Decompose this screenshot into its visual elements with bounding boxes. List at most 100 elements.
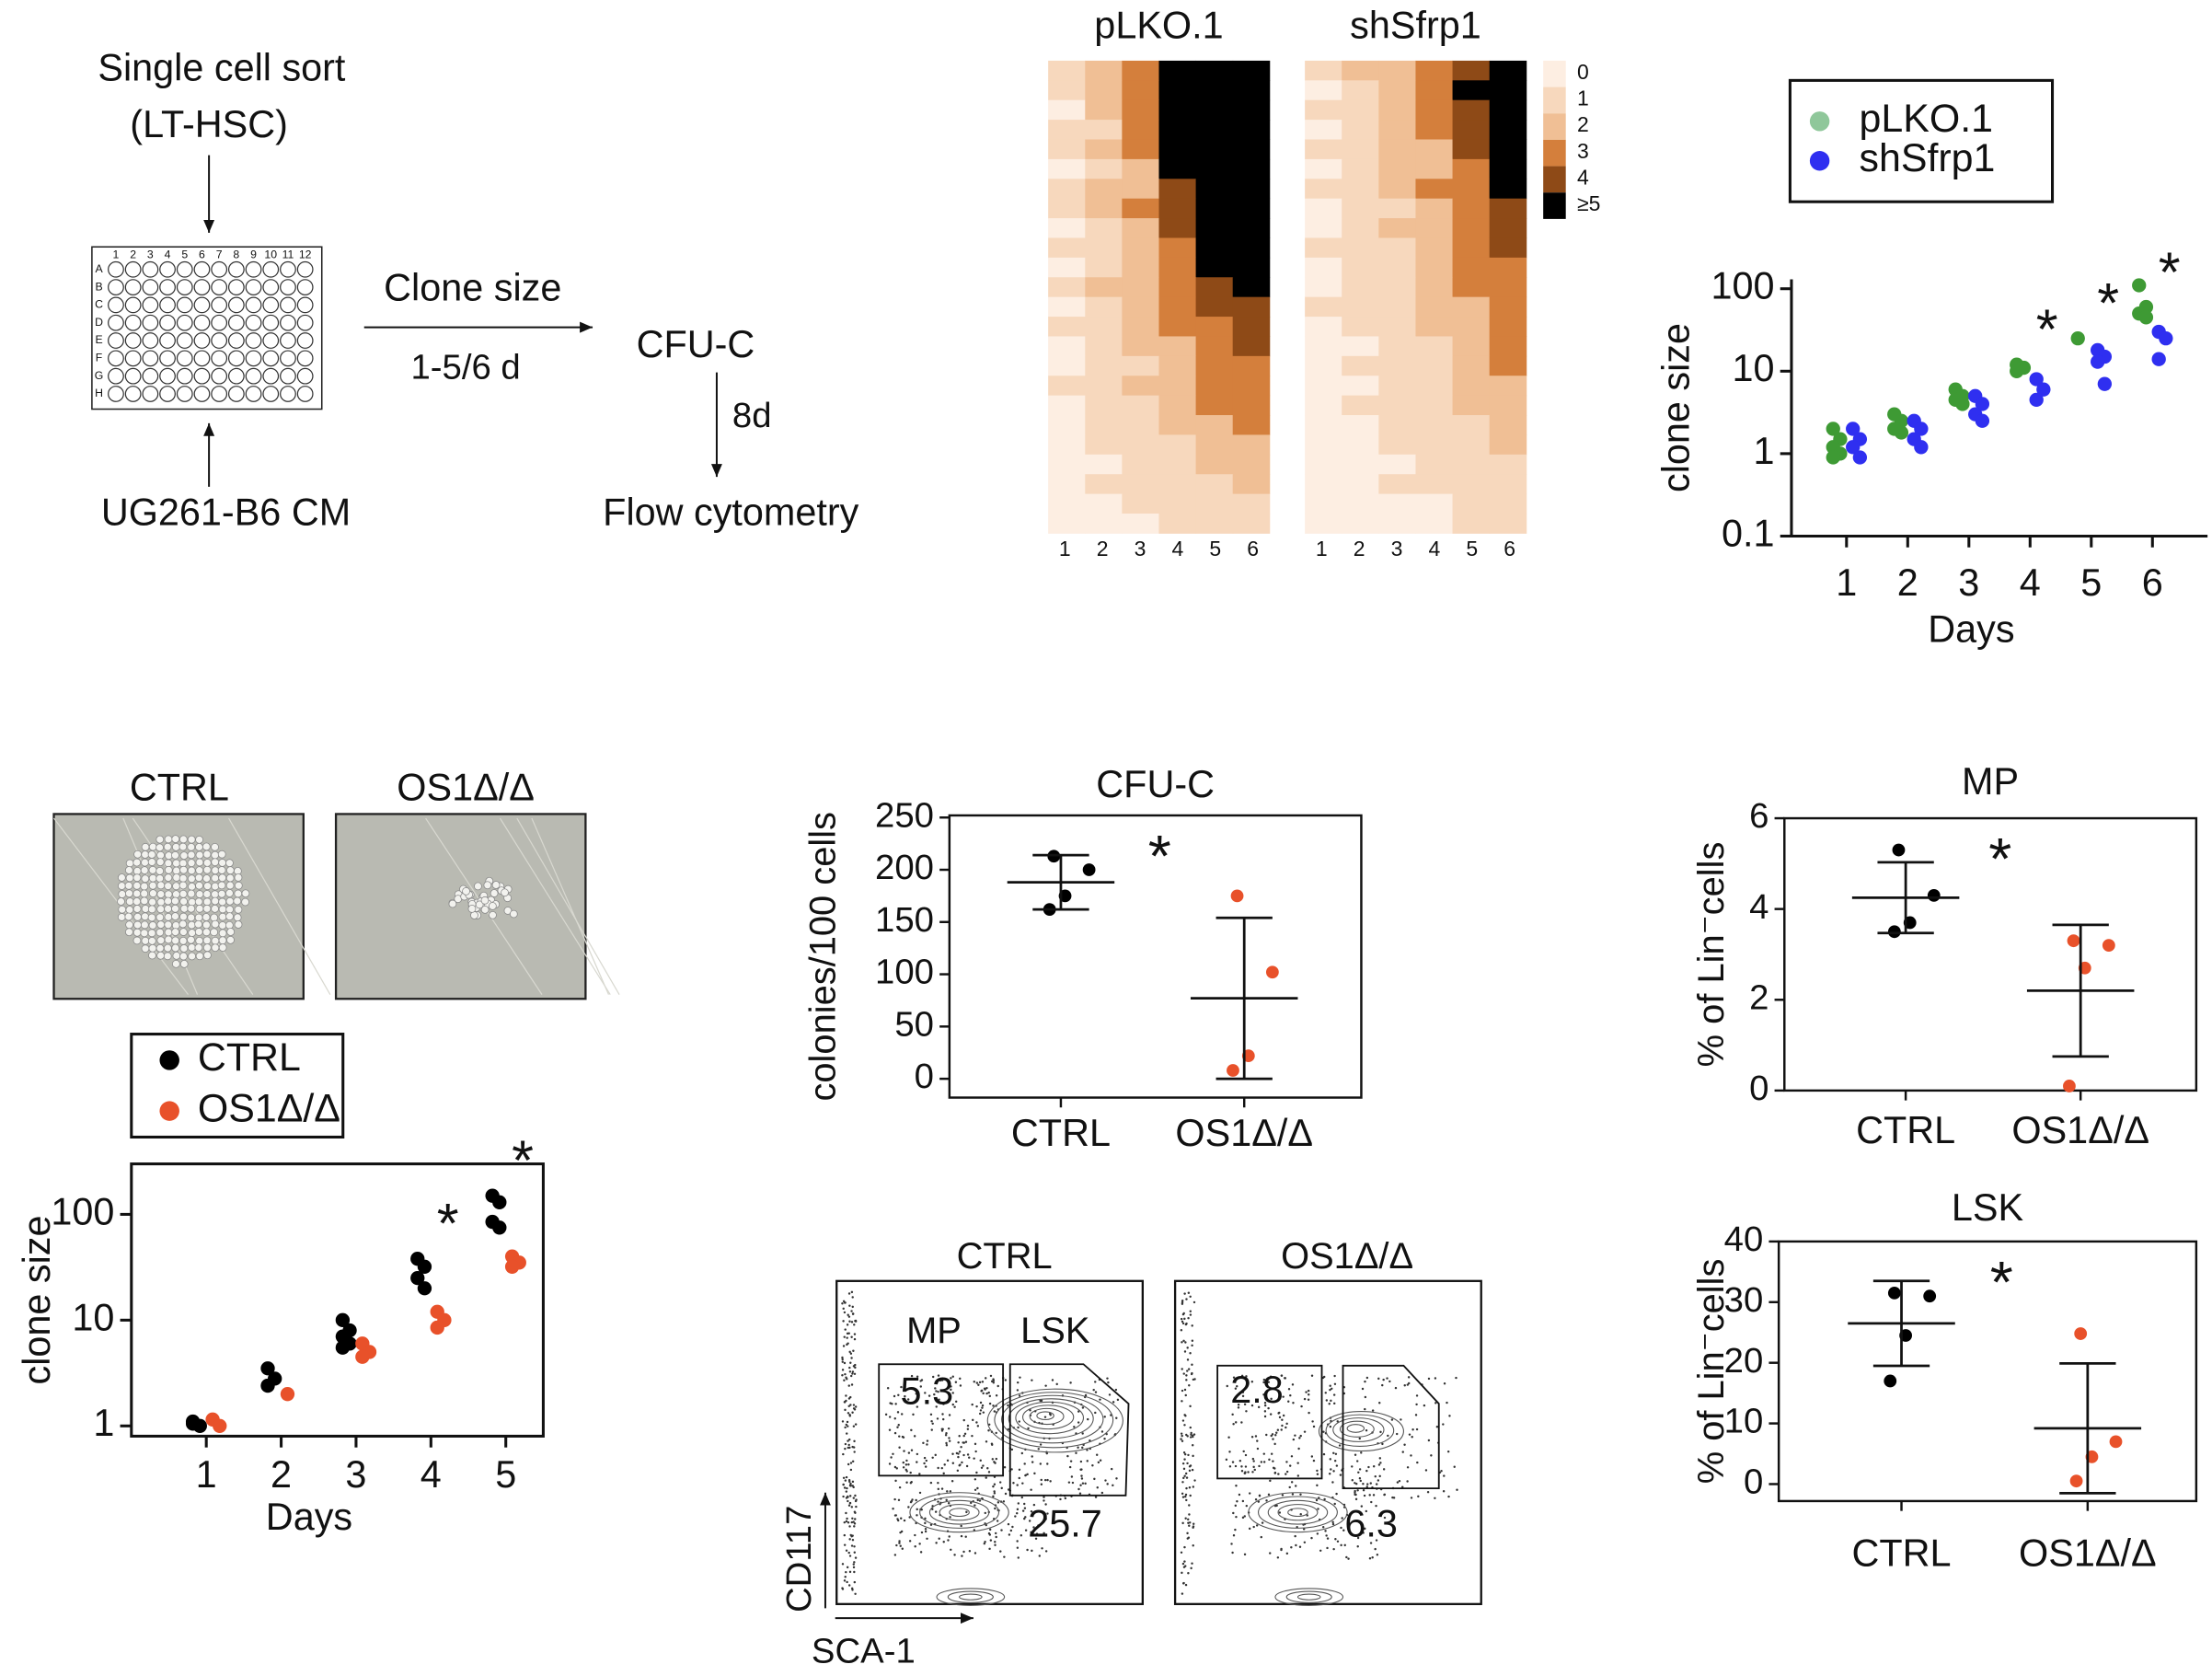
event — [1447, 1495, 1450, 1498]
legend-marker — [159, 1050, 179, 1070]
event — [1316, 1469, 1319, 1473]
event — [1331, 1520, 1334, 1524]
plate-row: A — [95, 262, 103, 275]
heatmap-cell — [1158, 99, 1197, 121]
heatmap-cell — [1158, 237, 1197, 259]
heatmap-cell — [1158, 296, 1197, 318]
point — [492, 1195, 507, 1209]
event — [1099, 1398, 1101, 1401]
well — [176, 332, 193, 349]
y-tick-label: 0 — [1744, 1462, 1763, 1502]
cell — [141, 842, 150, 851]
diagram-text: Clone size — [384, 267, 561, 309]
event — [1367, 1465, 1370, 1469]
event — [1188, 1384, 1191, 1387]
point — [1975, 413, 1990, 428]
event — [1183, 1474, 1186, 1477]
event — [1186, 1358, 1190, 1361]
event — [902, 1436, 905, 1439]
event — [901, 1547, 904, 1551]
event — [1338, 1444, 1342, 1447]
event — [1245, 1504, 1249, 1508]
heatmap-cell — [1195, 317, 1234, 337]
event — [848, 1538, 851, 1541]
flow-title: OS1Δ/Δ — [1281, 1236, 1413, 1277]
flow-box — [1173, 1279, 1482, 1605]
well — [262, 332, 280, 349]
event — [848, 1555, 852, 1557]
event — [938, 1537, 940, 1540]
event — [1241, 1391, 1245, 1393]
cell — [171, 835, 180, 843]
event — [950, 1385, 952, 1388]
heatmap-cell — [1342, 336, 1379, 357]
event — [924, 1517, 927, 1520]
heatmap-cell — [1378, 179, 1416, 200]
cell — [195, 866, 204, 875]
well — [142, 350, 159, 367]
cell — [195, 881, 203, 890]
event — [843, 1533, 847, 1537]
event — [847, 1462, 850, 1466]
event — [1336, 1420, 1339, 1423]
well — [176, 296, 193, 314]
well — [296, 279, 314, 295]
event — [1403, 1384, 1406, 1387]
event — [1342, 1529, 1345, 1532]
event — [976, 1498, 979, 1502]
heatmap-cell — [1195, 514, 1234, 534]
heatmap-cell — [1232, 395, 1271, 416]
well — [280, 314, 296, 331]
cell — [483, 881, 492, 890]
event — [1193, 1479, 1196, 1482]
heatmap-cell — [1489, 296, 1527, 318]
cell — [156, 936, 166, 945]
heatmap-cell — [1342, 454, 1379, 475]
heatmap-cell — [1048, 198, 1086, 219]
heatmap-cell — [1122, 454, 1159, 475]
event — [1186, 1532, 1189, 1535]
event — [980, 1466, 984, 1470]
event — [905, 1459, 908, 1462]
y-tick-label: 200 — [875, 848, 934, 887]
event — [1241, 1394, 1245, 1398]
colorbar-label: ≥5 — [1577, 191, 1600, 215]
cell — [172, 873, 181, 882]
event — [903, 1519, 906, 1522]
heatmap-cell — [1232, 454, 1271, 475]
event — [1081, 1406, 1085, 1409]
heatmap-cell — [1415, 99, 1454, 121]
event — [1094, 1381, 1097, 1383]
event — [1189, 1436, 1192, 1439]
cell — [210, 913, 219, 922]
event — [961, 1461, 963, 1464]
plate-row: E — [95, 333, 102, 346]
event — [994, 1543, 997, 1546]
event — [850, 1321, 854, 1323]
event — [1392, 1497, 1396, 1499]
event — [1340, 1543, 1342, 1547]
event — [984, 1511, 987, 1515]
event — [983, 1542, 986, 1545]
event — [993, 1490, 996, 1493]
event — [935, 1542, 938, 1544]
heatmap-cell — [1195, 277, 1234, 298]
event — [853, 1451, 856, 1453]
cell — [194, 943, 203, 952]
event — [847, 1315, 851, 1318]
event — [852, 1365, 856, 1368]
event — [910, 1428, 913, 1432]
heatmap-cell — [1158, 120, 1197, 140]
event — [896, 1519, 900, 1522]
heatmap-cell — [1122, 218, 1159, 238]
cell — [194, 928, 203, 936]
cell — [217, 889, 226, 898]
event — [1091, 1464, 1094, 1467]
event — [851, 1370, 855, 1373]
event — [934, 1387, 937, 1390]
event — [1026, 1473, 1029, 1476]
event — [895, 1543, 898, 1547]
cell — [171, 850, 179, 860]
x-tick-label: 2 — [271, 1453, 292, 1496]
heatmap-cell — [1452, 376, 1491, 397]
